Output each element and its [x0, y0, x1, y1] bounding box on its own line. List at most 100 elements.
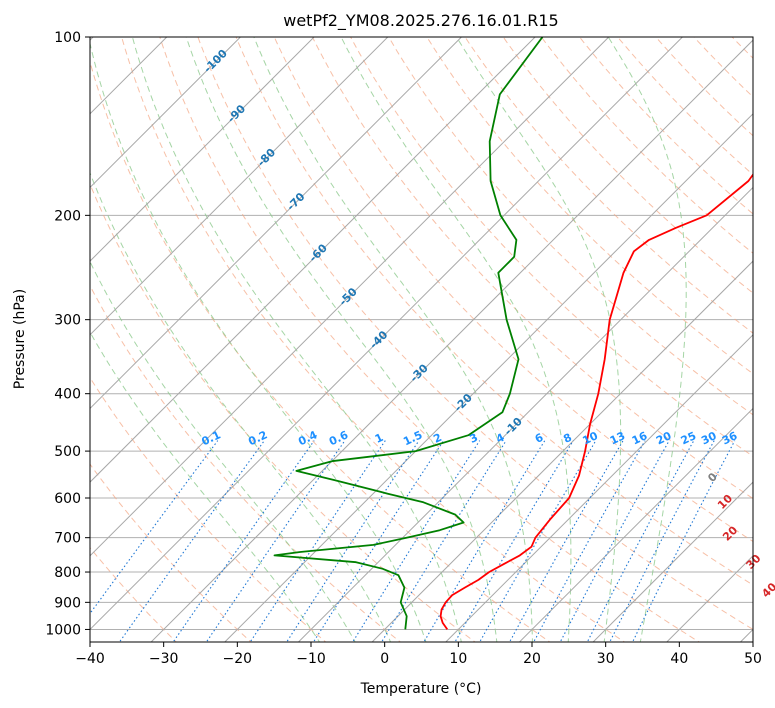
- y-axis-title: Pressure (hPa): [12, 289, 28, 389]
- y-tick-label: 700: [54, 531, 81, 547]
- dry-adiabat-line: [464, 37, 753, 334]
- mixing-ratio-label: 16: [630, 429, 650, 447]
- mixing-ratio-line: [423, 440, 546, 642]
- mixing-ratio-line: [172, 440, 315, 642]
- mixing-ratio-label: 3: [468, 431, 480, 446]
- x-tick-label: −20: [223, 651, 253, 667]
- series-layer: [273, 37, 753, 630]
- dry-adiabat-line: [90, 463, 252, 642]
- dry-adiabat-line: [731, 37, 753, 59]
- label-layer: -100-90-80-70-60-50-40-30-20-100.1 0.2 0.4…: [200, 47, 775, 601]
- dry-adiabat-label: 20: [720, 523, 740, 543]
- mixing-ratio-label: 13: [608, 429, 627, 447]
- dry-adiabat-line: [655, 37, 753, 137]
- grid-layer: [90, 27, 775, 645]
- mixing-ratio-line: [454, 440, 574, 642]
- mixing-ratio-line: [508, 440, 624, 642]
- isotherm-line: [224, 113, 753, 642]
- mixing-ratio-line: [286, 440, 420, 642]
- isotherm-line: [90, 37, 463, 410]
- plot-frame: [89, 36, 754, 643]
- mixing-ratio-line: [352, 440, 481, 642]
- isotherm-line: [371, 260, 753, 642]
- dry-adiabat-label: 10: [715, 492, 735, 512]
- y-tick-label: 800: [54, 565, 81, 581]
- mixing-ratio-line: [559, 440, 670, 642]
- x-tick-label: 0: [380, 651, 389, 667]
- mixing-ratio-label: 0.6: [327, 428, 350, 448]
- isotherm-line: [90, 37, 315, 262]
- x-tick-label: −40: [75, 651, 105, 667]
- isotherm-line: [90, 37, 684, 631]
- x-tick-label: 30: [597, 651, 615, 667]
- isotherm-line: [445, 334, 753, 642]
- moist-adiabat-line: [607, 37, 687, 642]
- isotherm-line: [90, 37, 168, 115]
- moist-adiabat-line: [131, 37, 462, 642]
- axes-layer: −40 −30 −20 −10 0 10 20 30 40 5010020030040050060…: [45, 30, 762, 667]
- isotherm-line: [592, 481, 753, 642]
- chart-title: wetPf2_YM08.2025.276.16.01.R15: [283, 11, 558, 31]
- dry-adiabat-line: [197, 37, 753, 631]
- dry-adiabat-line: [273, 37, 753, 543]
- dry-adiabat-line: [159, 37, 701, 642]
- isotherm-line: [518, 407, 753, 642]
- x-tick-label: 40: [670, 651, 688, 667]
- dry-adiabat-line: [426, 37, 753, 375]
- dry-adiabat-line: [90, 376, 327, 642]
- dry-adiabat-line: [578, 37, 753, 215]
- dry-adiabat-line: [121, 37, 626, 642]
- dry-adiabat-line: [90, 284, 402, 642]
- moist-adiabat-line: [90, 41, 427, 642]
- moist-adiabat-line: [90, 171, 392, 642]
- y-tick-label: 200: [54, 208, 81, 224]
- dry-adiabat-line: [388, 37, 753, 416]
- temperature-profile-line: [439, 173, 753, 630]
- dry-adiabat-label: 40: [759, 580, 775, 600]
- mixing-ratio-line: [479, 440, 597, 642]
- dewpoint-profile-line: [273, 37, 544, 630]
- x-tick-label: 20: [523, 651, 541, 667]
- isotherm-line: [150, 39, 753, 642]
- dry-adiabat-line: [540, 37, 753, 254]
- isotherm-line: [90, 37, 536, 483]
- mixing-ratio-label: 10: [581, 429, 601, 447]
- dry-adiabat-line: [693, 37, 753, 98]
- dry-adiabat-line: [235, 37, 753, 586]
- dry-adiabat-line: [90, 182, 476, 642]
- dry-adiabat-line: [311, 37, 753, 500]
- mixing-ratio-line: [609, 440, 715, 642]
- dry-adiabat-line: [350, 37, 753, 457]
- dry-adiabat-line: [760, 27, 775, 645]
- isotherm-line: [90, 37, 610, 557]
- moist-adiabat-line: [253, 37, 533, 642]
- mixing-ratio-line: [249, 440, 386, 642]
- y-tick-label: 100: [54, 30, 81, 46]
- moist-adiabat-line: [456, 37, 622, 642]
- mixing-ratio-line: [533, 440, 646, 642]
- mixing-ratio-line: [118, 440, 265, 642]
- y-tick-label: 900: [54, 595, 81, 611]
- x-axis-title: Temperature (°C): [360, 681, 482, 697]
- mixing-ratio-label: 0.1: [200, 428, 223, 448]
- mixing-ratio-line: [312, 440, 445, 642]
- moist-adiabat-line: [90, 331, 321, 642]
- x-tick-label: −10: [296, 651, 326, 667]
- moist-adiabat-line: [90, 260, 356, 642]
- mixing-ratio-label: 0.2: [246, 428, 269, 448]
- dry-adiabat-label: 30: [744, 552, 764, 572]
- x-tick-label: −30: [149, 651, 179, 667]
- y-tick-label: 600: [54, 491, 81, 507]
- mixing-ratio-label: 20: [654, 429, 674, 447]
- isotherm-line: [90, 37, 389, 336]
- x-tick-label: 50: [744, 651, 762, 667]
- dry-adiabat-line: [502, 37, 753, 294]
- dry-adiabat-line: [90, 60, 551, 642]
- isotherm-line: [90, 37, 242, 189]
- y-tick-label: 400: [54, 387, 81, 403]
- dry-adiabat-line: [616, 37, 753, 176]
- mixing-ratio-label: 25: [679, 429, 698, 447]
- moist-adiabat-line: [185, 37, 498, 642]
- y-tick-label: 300: [54, 313, 81, 329]
